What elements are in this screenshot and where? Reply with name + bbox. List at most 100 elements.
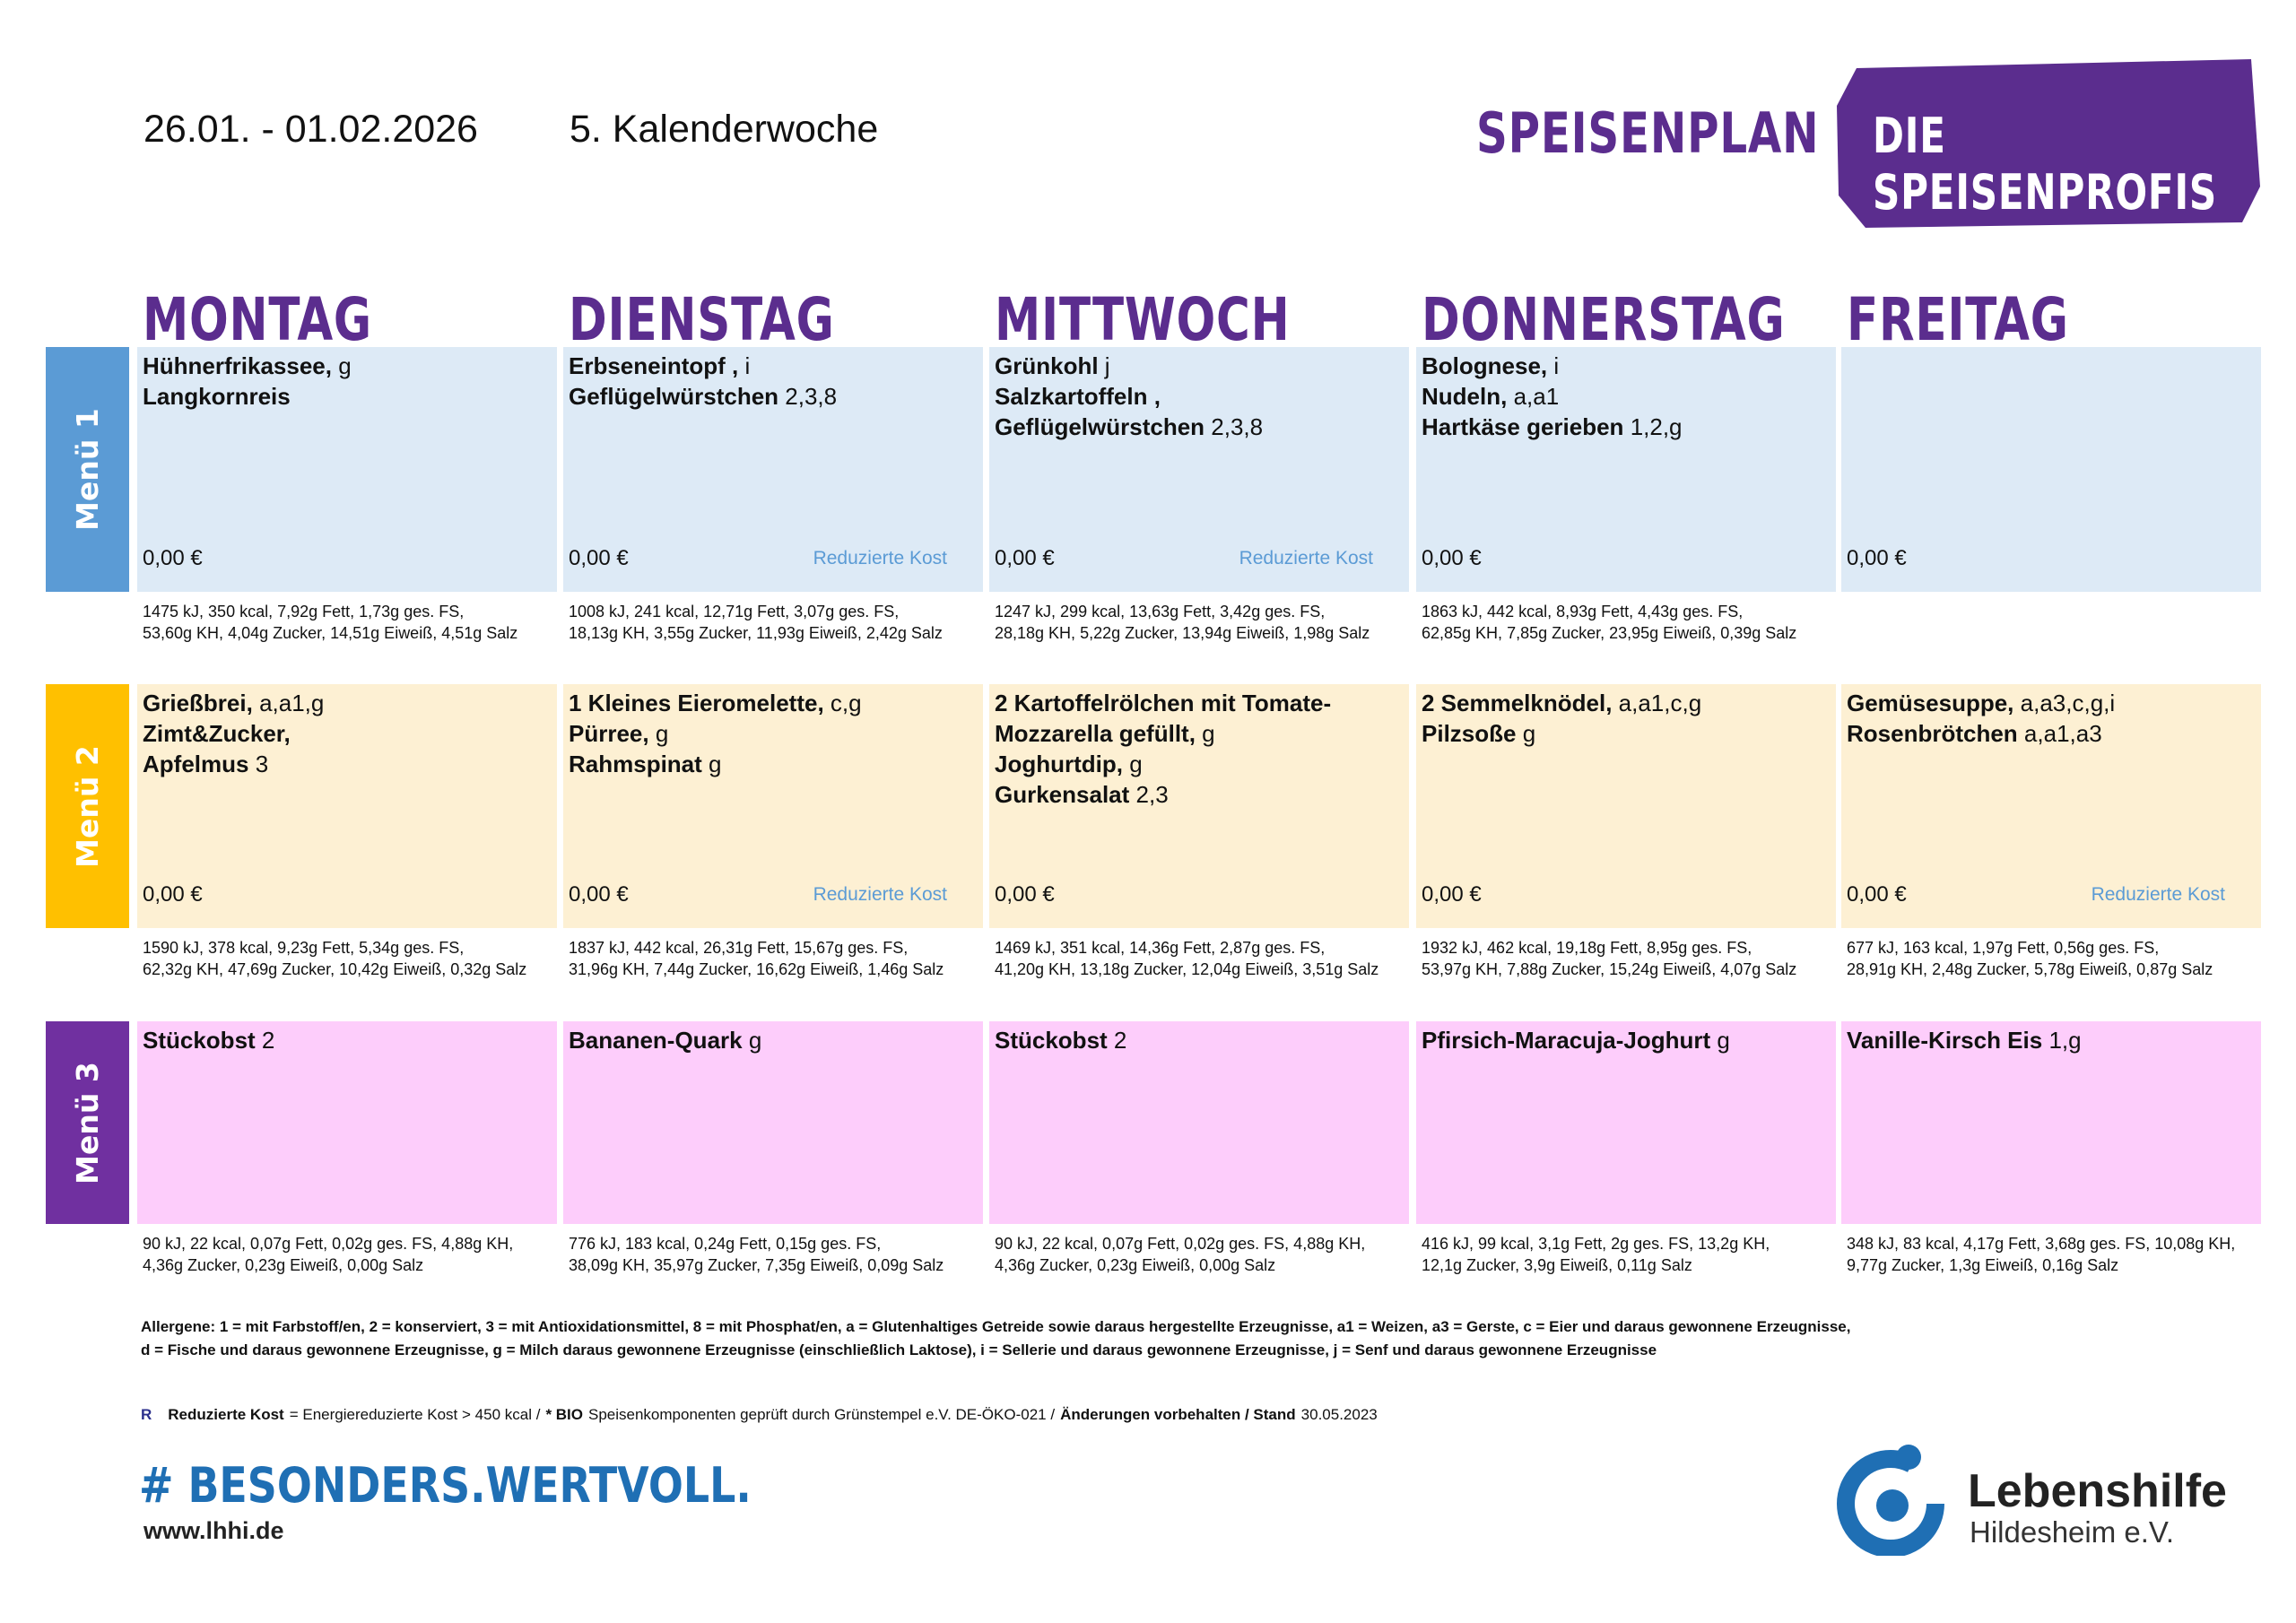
nutrition-line: 348 kJ, 83 kcal, 4,17g Fett, 3,68g ges. … xyxy=(1847,1235,2236,1253)
logo xyxy=(1837,1445,1944,1556)
dish-allergens: i xyxy=(744,352,751,379)
nutrition: 1590 kJ, 378 kcal, 9,23g Fett, 5,34g ges… xyxy=(137,937,557,980)
dish: Apfelmus 3 xyxy=(143,749,557,779)
dish-allergens: 2,3 xyxy=(1135,781,1169,808)
allergen-legend: d = Fische und daraus gewonnene Erzeugni… xyxy=(141,1341,1657,1358)
reduced-diet: Reduzierte Kost xyxy=(2091,884,2225,905)
price: 0,00 € xyxy=(995,546,1055,570)
price: 0,00 € xyxy=(143,882,203,907)
menu-label: Menü 2 xyxy=(70,744,106,868)
price: 0,00 € xyxy=(1422,546,1482,570)
dish-name: Grünkohl xyxy=(995,352,1099,379)
dish-allergens: a,a1,a3 xyxy=(2023,720,2102,747)
dish: 2 Kartoffelrölchen mit Tomate- xyxy=(995,688,1409,718)
nutrition-line: 90 kJ, 22 kcal, 0,07g Fett, 0,02g ges. F… xyxy=(143,1235,514,1253)
nutrition-line: 4,36g Zucker, 0,23g Eiweiß, 0,00g Salz xyxy=(995,1256,1276,1274)
dish: Pürree, g xyxy=(569,718,983,749)
nutrition-line: 62,85g KH, 7,85g Zucker, 23,95g Eiweiß, … xyxy=(1422,624,1797,642)
dish-name: Erbseneintopf , xyxy=(569,352,739,379)
brand-blob xyxy=(1837,59,2260,228)
dish: Geflügelwürstchen 2,3,8 xyxy=(995,412,1409,442)
menu-label-bar: Menü 3 xyxy=(46,1021,129,1224)
dish-allergens: 2,3,8 xyxy=(785,383,838,410)
url: www.lhhi.de xyxy=(144,1517,284,1544)
dish: Gemüsesuppe, a,a3,c,g,i xyxy=(1847,688,2261,718)
dish-name: Stückobst xyxy=(995,1027,1108,1054)
reduced-diet: Reduzierte Kost xyxy=(813,884,947,905)
dish: Erbseneintopf , i xyxy=(569,351,983,381)
dish-name: Salzkartoffeln , xyxy=(995,383,1161,410)
price: 0,00 € xyxy=(1422,882,1482,907)
nutrition-line: 1475 kJ, 350 kcal, 7,92g Fett, 1,73g ges… xyxy=(143,603,465,621)
dish: Stückobst 2 xyxy=(143,1025,557,1055)
dish-name: Gemüsesuppe, xyxy=(1847,690,2014,716)
dish: Rahmspinat g xyxy=(569,749,983,779)
dish: Langkornreis xyxy=(143,381,557,412)
nutrition: 1863 kJ, 442 kcal, 8,93g Fett, 4,43g ges… xyxy=(1416,601,1836,644)
dish-name: Bananen-Quark xyxy=(569,1027,743,1054)
brand: DIE SPEISENPROFIS xyxy=(1873,108,2218,221)
dish: Mozzarella gefüllt, g xyxy=(995,718,1409,749)
nutrition: 348 kJ, 83 kcal, 4,17g Fett, 3,68g ges. … xyxy=(1841,1233,2261,1276)
dish-name: Apfelmus xyxy=(143,751,249,777)
dish-allergens: g xyxy=(709,751,722,777)
dish-name: Rosenbrötchen xyxy=(1847,720,2018,747)
dish-name: Grießbrei, xyxy=(143,690,253,716)
nutrition-line: 38,09g KH, 35,97g Zucker, 7,35g Eiweiß, … xyxy=(569,1256,944,1274)
dish: Rosenbrötchen a,a1,a3 xyxy=(1847,718,2261,749)
price: 0,00 € xyxy=(569,882,629,907)
dish-name: Nudeln, xyxy=(1422,383,1508,410)
dish: Bolognese, i xyxy=(1422,351,1836,381)
dish-allergens: g xyxy=(1202,720,1215,747)
dish: Vanille-Kirsch Eis 1,g xyxy=(1847,1025,2261,1055)
dish-name: 2 Semmelknödel, xyxy=(1422,690,1613,716)
day-heading: FREITAG xyxy=(1847,285,2069,354)
nutrition-line: 90 kJ, 22 kcal, 0,07g Fett, 0,02g ges. F… xyxy=(995,1235,1366,1253)
nutrition-line: 1590 kJ, 378 kcal, 9,23g Fett, 5,34g ges… xyxy=(143,939,465,957)
dish: Zimt&Zucker, xyxy=(143,718,557,749)
dish-name: Bolognese, xyxy=(1422,352,1548,379)
dish-name: Rahmspinat xyxy=(569,751,702,777)
nutrition: 776 kJ, 183 kcal, 0,24g Fett, 0,15g ges.… xyxy=(563,1233,983,1276)
menu-label: Menü 1 xyxy=(70,408,106,531)
price: 0,00 € xyxy=(569,546,629,570)
nutrition-line: 28,91g KH, 2,48g Zucker, 5,78g Eiweiß, 0… xyxy=(1847,960,2213,978)
dish-allergens: 1,g xyxy=(2048,1027,2082,1054)
price: 0,00 € xyxy=(1847,546,1907,570)
nutrition: 1008 kJ, 241 kcal, 12,71g Fett, 3,07g ge… xyxy=(563,601,983,644)
nutrition: 1932 kJ, 462 kcal, 19,18g Fett, 8,95g ge… xyxy=(1416,937,1836,980)
slogan: # BESONDERS.WERTVOLL. xyxy=(139,1457,752,1514)
nutrition-line: 677 kJ, 163 kcal, 1,97g Fett, 0,56g ges.… xyxy=(1847,939,2160,957)
nutrition-line: 1469 kJ, 351 kcal, 14,36g Fett, 2,87g ge… xyxy=(995,939,1326,957)
dish-allergens: a,a3,c,g,i xyxy=(2020,690,2116,716)
nutrition-line: 31,96g KH, 7,44g Zucker, 16,62g Eiweiß, … xyxy=(569,960,944,978)
nutrition-line: 41,20g KH, 13,18g Zucker, 12,04g Eiweiß,… xyxy=(995,960,1379,978)
menu-cell: Pfirsich-Maracuja-Joghurt g xyxy=(1416,1021,1836,1224)
menu-cell: Vanille-Kirsch Eis 1,g xyxy=(1841,1021,2261,1224)
dish-name: Zimt&Zucker, xyxy=(143,720,291,747)
note-part: R xyxy=(141,1406,152,1423)
menu-label: Menü 3 xyxy=(70,1061,106,1185)
dish: Hühnerfrikassee, g xyxy=(143,351,557,381)
dish: Pilzsoße g xyxy=(1422,718,1836,749)
dish-allergens: g xyxy=(748,1027,762,1054)
week: 5. Kalenderwoche xyxy=(570,108,879,151)
nutrition-line: 1837 kJ, 442 kcal, 26,31g Fett, 15,67g g… xyxy=(569,939,909,957)
menu-cell: Erbseneintopf , i Geflügelwürstchen 2,3,8… xyxy=(563,347,983,592)
dish: Geflügelwürstchen 2,3,8 xyxy=(569,381,983,412)
note-part: * BIO xyxy=(545,1406,583,1423)
nutrition: 416 kJ, 99 kcal, 3,1g Fett, 2g ges. FS, … xyxy=(1416,1233,1836,1276)
nutrition-line: 18,13g KH, 3,55g Zucker, 11,93g Eiweiß, … xyxy=(569,624,943,642)
nutrition: 1469 kJ, 351 kcal, 14,36g Fett, 2,87g ge… xyxy=(989,937,1409,980)
org-sub: Hildesheim e.V. xyxy=(1970,1515,2175,1549)
nutrition-line: 9,77g Zucker, 1,3g Eiweiß, 0,16g Salz xyxy=(1847,1256,2119,1274)
dish-name: Stückobst xyxy=(143,1027,256,1054)
nutrition-line: 53,97g KH, 7,88g Zucker, 15,24g Eiweiß, … xyxy=(1422,960,1797,978)
menu-cell: Grünkohl j Salzkartoffeln , Geflügelwürstc… xyxy=(989,347,1409,592)
dish: Bananen-Quark g xyxy=(569,1025,983,1055)
nutrition-line: 62,32g KH, 47,69g Zucker, 10,42g Eiweiß,… xyxy=(143,960,527,978)
note-part: Änderungen vorbehalten / Stand xyxy=(1060,1406,1296,1423)
allergen-legend: Allergene: 1 = mit Farbstoff/en, 2 = kon… xyxy=(141,1318,1851,1335)
